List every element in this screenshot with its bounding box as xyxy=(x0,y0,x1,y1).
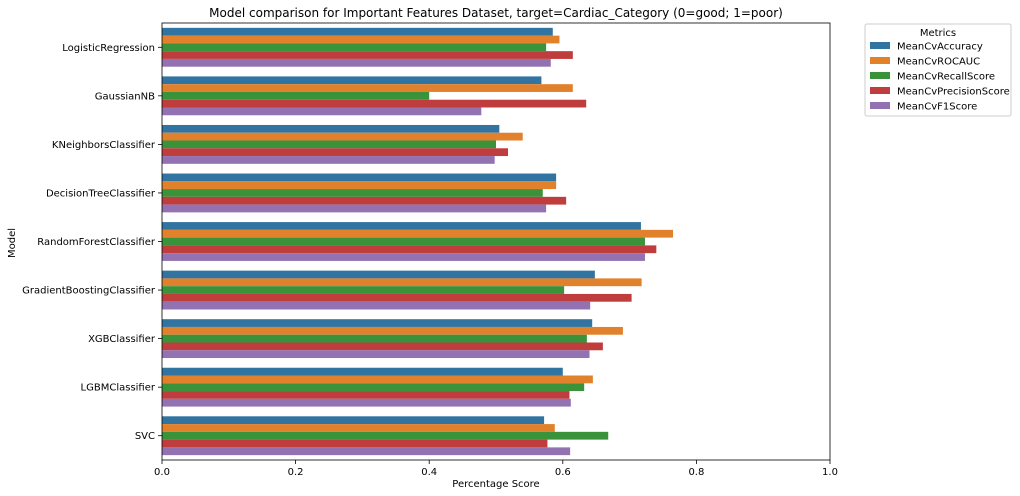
legend-label-MeanCvF1Score: MeanCvF1Score xyxy=(897,102,977,113)
legend-swatch-MeanCvROCAUC xyxy=(870,57,890,64)
bar-MeanCvPrecisionScore-RandomForestClassifier xyxy=(162,245,657,254)
bar-MeanCvF1Score-DecisionTreeClassifier xyxy=(162,204,547,213)
bar-MeanCvRecallScore-GaussianNB xyxy=(162,91,430,100)
bar-MeanCvAccuracy-RandomForestClassifier xyxy=(162,222,641,230)
legend-swatch-MeanCvAccuracy xyxy=(870,42,890,49)
bar-MeanCvF1Score-GradientBoostingClassifier xyxy=(162,301,591,310)
plot-area: 0.0 0.2 0.4 0.6 0.8 1.0 LogisticRegression Gaus… xyxy=(22,22,838,478)
bar-MeanCvROCAUC-DecisionTreeClassifier xyxy=(162,181,557,190)
y-axis-title: Model xyxy=(7,228,18,258)
bar-MeanCvRecallScore-LogisticRegression xyxy=(162,43,547,52)
bar-MeanCvROCAUC-RandomForestClassifier xyxy=(162,229,674,238)
bar-MeanCvRecallScore-KNeighborsClassifier xyxy=(162,140,496,149)
bar-MeanCvAccuracy-LGBMClassifier xyxy=(162,367,563,376)
legend-title: Metrics xyxy=(920,28,956,39)
bar-MeanCvF1Score-XGBClassifier xyxy=(162,350,590,359)
bar-MeanCvPrecisionScore-LGBMClassifier xyxy=(162,391,570,399)
bar-MeanCvAccuracy-KNeighborsClassifier xyxy=(162,124,500,133)
y-tick-label: GradientBoostingClassifier xyxy=(22,286,156,297)
bar-MeanCvROCAUC-SVC xyxy=(162,424,555,432)
bar-MeanCvF1Score-RandomForestClassifier xyxy=(162,253,645,261)
y-tick-label: KNeighborsClassifier xyxy=(52,140,156,151)
chart-title: Model comparison for Important Features … xyxy=(209,6,783,20)
bar-MeanCvAccuracy-LogisticRegression xyxy=(162,27,553,36)
bar-MeanCvPrecisionScore-GaussianNB xyxy=(162,99,587,108)
bar-MeanCvAccuracy-DecisionTreeClassifier xyxy=(162,173,557,182)
legend-label-MeanCvRecallScore: MeanCvRecallScore xyxy=(897,72,995,83)
bar-MeanCvAccuracy-GradientBoostingClassifier xyxy=(162,270,595,279)
legend-label-MeanCvPrecisionScore: MeanCvPrecisionScore xyxy=(897,87,1010,98)
bar-MeanCvPrecisionScore-XGBClassifier xyxy=(162,342,603,351)
bar-MeanCvF1Score-KNeighborsClassifier xyxy=(162,156,495,164)
bar-MeanCvAccuracy-XGBClassifier xyxy=(162,319,593,327)
bar-MeanCvAccuracy-GaussianNB xyxy=(162,76,542,85)
bar-MeanCvROCAUC-GradientBoostingClassifier xyxy=(162,278,642,287)
bar-MeanCvRecallScore-XGBClassifier xyxy=(162,334,587,343)
bar-MeanCvPrecisionScore-GradientBoostingClassifier xyxy=(162,293,632,302)
x-tick-label: 0.8 xyxy=(688,467,704,478)
legend-frame xyxy=(864,23,1012,117)
bar-MeanCvF1Score-LogisticRegression xyxy=(162,58,551,67)
bar-MeanCvPrecisionScore-DecisionTreeClassifier xyxy=(162,196,567,205)
bar-MeanCvROCAUC-LGBMClassifier xyxy=(162,375,593,384)
bar-MeanCvF1Score-LGBMClassifier xyxy=(162,398,571,407)
legend-label-MeanCvAccuracy: MeanCvAccuracy xyxy=(897,42,983,53)
x-tick-label: 0.0 xyxy=(154,467,170,478)
bar-MeanCvROCAUC-GaussianNB xyxy=(162,84,573,92)
bar-MeanCvF1Score-SVC xyxy=(162,447,571,456)
y-tick-label: SVC xyxy=(135,431,155,442)
bar-MeanCvRecallScore-SVC xyxy=(162,431,609,440)
x-tick-label: 0.2 xyxy=(288,467,304,478)
bar-MeanCvPrecisionScore-SVC xyxy=(162,439,548,448)
bar-MeanCvROCAUC-LogisticRegression xyxy=(162,35,560,44)
x-tick-label: 0.6 xyxy=(555,467,571,478)
legend: Metrics MeanCvAccuracyMeanCvROCAUCMeanCv… xyxy=(864,23,1012,117)
legend-swatch-MeanCvF1Score xyxy=(870,102,890,109)
x-axis-title: Percentage Score xyxy=(452,479,539,490)
bar-MeanCvRecallScore-GradientBoostingClassifier xyxy=(162,286,565,294)
legend-label-MeanCvROCAUC: MeanCvROCAUC xyxy=(897,57,980,68)
y-tick-label: GaussianNB xyxy=(95,91,155,102)
x-tick-label: 0.4 xyxy=(421,467,437,478)
bar-MeanCvPrecisionScore-KNeighborsClassifier xyxy=(162,148,509,157)
bar-MeanCvROCAUC-KNeighborsClassifier xyxy=(162,132,523,141)
x-tick-label: 1.0 xyxy=(822,467,838,478)
bar-MeanCvRecallScore-DecisionTreeClassifier xyxy=(162,189,543,197)
y-tick-label: RandomForestClassifier xyxy=(37,237,156,248)
bar-MeanCvAccuracy-SVC xyxy=(162,416,545,425)
legend-swatch-MeanCvRecallScore xyxy=(870,72,890,79)
y-tick-label: DecisionTreeClassifier xyxy=(46,188,156,199)
bar-MeanCvRecallScore-LGBMClassifier xyxy=(162,383,585,392)
legend-swatch-MeanCvPrecisionScore xyxy=(870,87,890,94)
bar-MeanCvRecallScore-RandomForestClassifier xyxy=(162,237,645,246)
y-tick-label: LogisticRegression xyxy=(62,43,155,54)
bar-MeanCvPrecisionScore-LogisticRegression xyxy=(162,51,573,59)
y-tick-label: XGBClassifier xyxy=(88,334,156,345)
bar-MeanCvF1Score-GaussianNB xyxy=(162,107,482,116)
bar-MeanCvROCAUC-XGBClassifier xyxy=(162,326,623,335)
legend-items: MeanCvAccuracy MeanCvROCAUC MeanCvRecallSc… xyxy=(870,42,1010,113)
y-tick-label: LGBMClassifier xyxy=(81,383,156,394)
